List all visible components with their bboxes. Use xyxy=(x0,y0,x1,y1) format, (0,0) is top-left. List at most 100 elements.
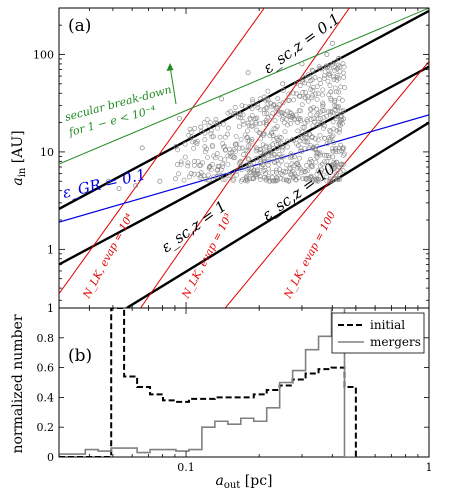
cluster-point xyxy=(253,121,259,127)
cluster-point xyxy=(273,106,279,111)
cluster-point xyxy=(247,176,252,181)
cluster-point xyxy=(175,162,180,167)
secular-arrow xyxy=(166,63,177,105)
cluster-point xyxy=(340,152,346,158)
cluster-point xyxy=(225,161,231,167)
cluster-point xyxy=(311,116,317,122)
cluster-point xyxy=(240,118,246,124)
cluster-point xyxy=(202,149,208,155)
cluster-point xyxy=(333,116,339,122)
cluster-point xyxy=(209,134,215,140)
cluster-point xyxy=(321,115,327,120)
cluster-point xyxy=(270,102,276,108)
scatter-point-11 xyxy=(245,70,251,76)
cluster-point xyxy=(176,171,181,177)
cluster-point xyxy=(309,95,315,101)
cluster-point xyxy=(206,123,212,129)
cluster-point xyxy=(246,156,252,162)
cluster-point xyxy=(238,178,244,184)
cluster-point xyxy=(254,145,259,151)
cluster-point xyxy=(258,146,264,152)
series-initial xyxy=(59,308,357,457)
cluster-point xyxy=(293,177,299,183)
cluster-point xyxy=(298,118,303,123)
cluster-point xyxy=(327,129,333,135)
cluster-point xyxy=(198,129,204,134)
cluster-point xyxy=(237,124,242,130)
cluster-point xyxy=(337,165,342,170)
cluster-point xyxy=(314,84,320,90)
cluster-point xyxy=(338,84,344,90)
cluster-point xyxy=(217,134,223,140)
cluster-point xyxy=(233,172,239,178)
cluster-point xyxy=(288,172,293,178)
cluster-point xyxy=(336,56,341,62)
scatter-point-14 xyxy=(299,61,305,67)
cluster-point xyxy=(298,145,304,151)
cluster-point xyxy=(256,130,262,135)
cluster-point xyxy=(264,110,270,116)
cluster-point xyxy=(334,77,340,83)
cluster-point xyxy=(283,169,289,175)
y-tick-label-b-2: 0.4 xyxy=(37,391,55,404)
y-tick-label-a-0: 1 xyxy=(47,243,54,256)
cluster-point xyxy=(285,108,290,114)
cluster-point xyxy=(290,90,296,96)
cluster-point xyxy=(205,172,211,178)
cluster-point xyxy=(191,162,197,168)
cluster-point xyxy=(330,61,336,67)
cluster-point xyxy=(192,139,198,145)
cluster-point xyxy=(319,120,325,126)
line-eps_sc_10 xyxy=(126,121,429,308)
cluster-point xyxy=(317,116,323,121)
scatter-point-4 xyxy=(139,145,145,151)
cluster-point xyxy=(326,109,331,115)
cluster-point xyxy=(302,134,308,140)
cluster-point xyxy=(262,174,267,180)
cluster-point xyxy=(213,116,219,122)
cluster-point xyxy=(260,168,266,174)
cluster-point xyxy=(182,141,188,147)
cluster-point xyxy=(274,157,280,163)
cluster-point xyxy=(328,96,334,101)
cluster-point xyxy=(317,150,323,156)
cluster-point xyxy=(249,176,255,182)
cluster-point xyxy=(276,134,282,140)
cluster-point xyxy=(189,134,194,140)
cluster-point xyxy=(236,110,242,116)
cluster-point xyxy=(220,164,225,170)
cluster-point xyxy=(260,162,266,168)
cluster-point xyxy=(336,55,342,61)
cluster-point xyxy=(296,108,302,114)
cluster-point xyxy=(300,129,305,135)
cluster-point xyxy=(185,160,191,166)
cluster-point xyxy=(338,148,344,154)
cluster-point xyxy=(222,157,228,163)
cluster-point xyxy=(307,145,312,151)
cluster-point xyxy=(205,177,211,183)
series-mergers xyxy=(59,308,356,457)
cluster-point xyxy=(299,102,305,108)
cluster-point xyxy=(228,109,233,115)
cluster-point xyxy=(336,89,342,95)
cluster-point xyxy=(331,76,337,82)
cluster-point xyxy=(317,77,323,82)
cluster-point xyxy=(304,134,310,140)
scatter-point-16 xyxy=(324,52,330,57)
cluster-point xyxy=(257,177,263,182)
cluster-point xyxy=(330,133,336,139)
cluster-point xyxy=(279,110,285,116)
scatter-point-5 xyxy=(177,116,182,122)
cluster-point xyxy=(332,162,338,168)
cluster-point xyxy=(269,153,275,159)
cluster-point xyxy=(217,121,223,127)
cluster-point xyxy=(315,111,321,117)
cluster-point xyxy=(247,144,253,150)
line-eps_GR xyxy=(59,114,429,223)
cluster-point xyxy=(332,103,338,108)
cluster-point xyxy=(341,74,347,80)
cluster-point xyxy=(295,128,301,134)
cluster-point xyxy=(265,162,271,168)
cluster-point xyxy=(296,116,302,122)
